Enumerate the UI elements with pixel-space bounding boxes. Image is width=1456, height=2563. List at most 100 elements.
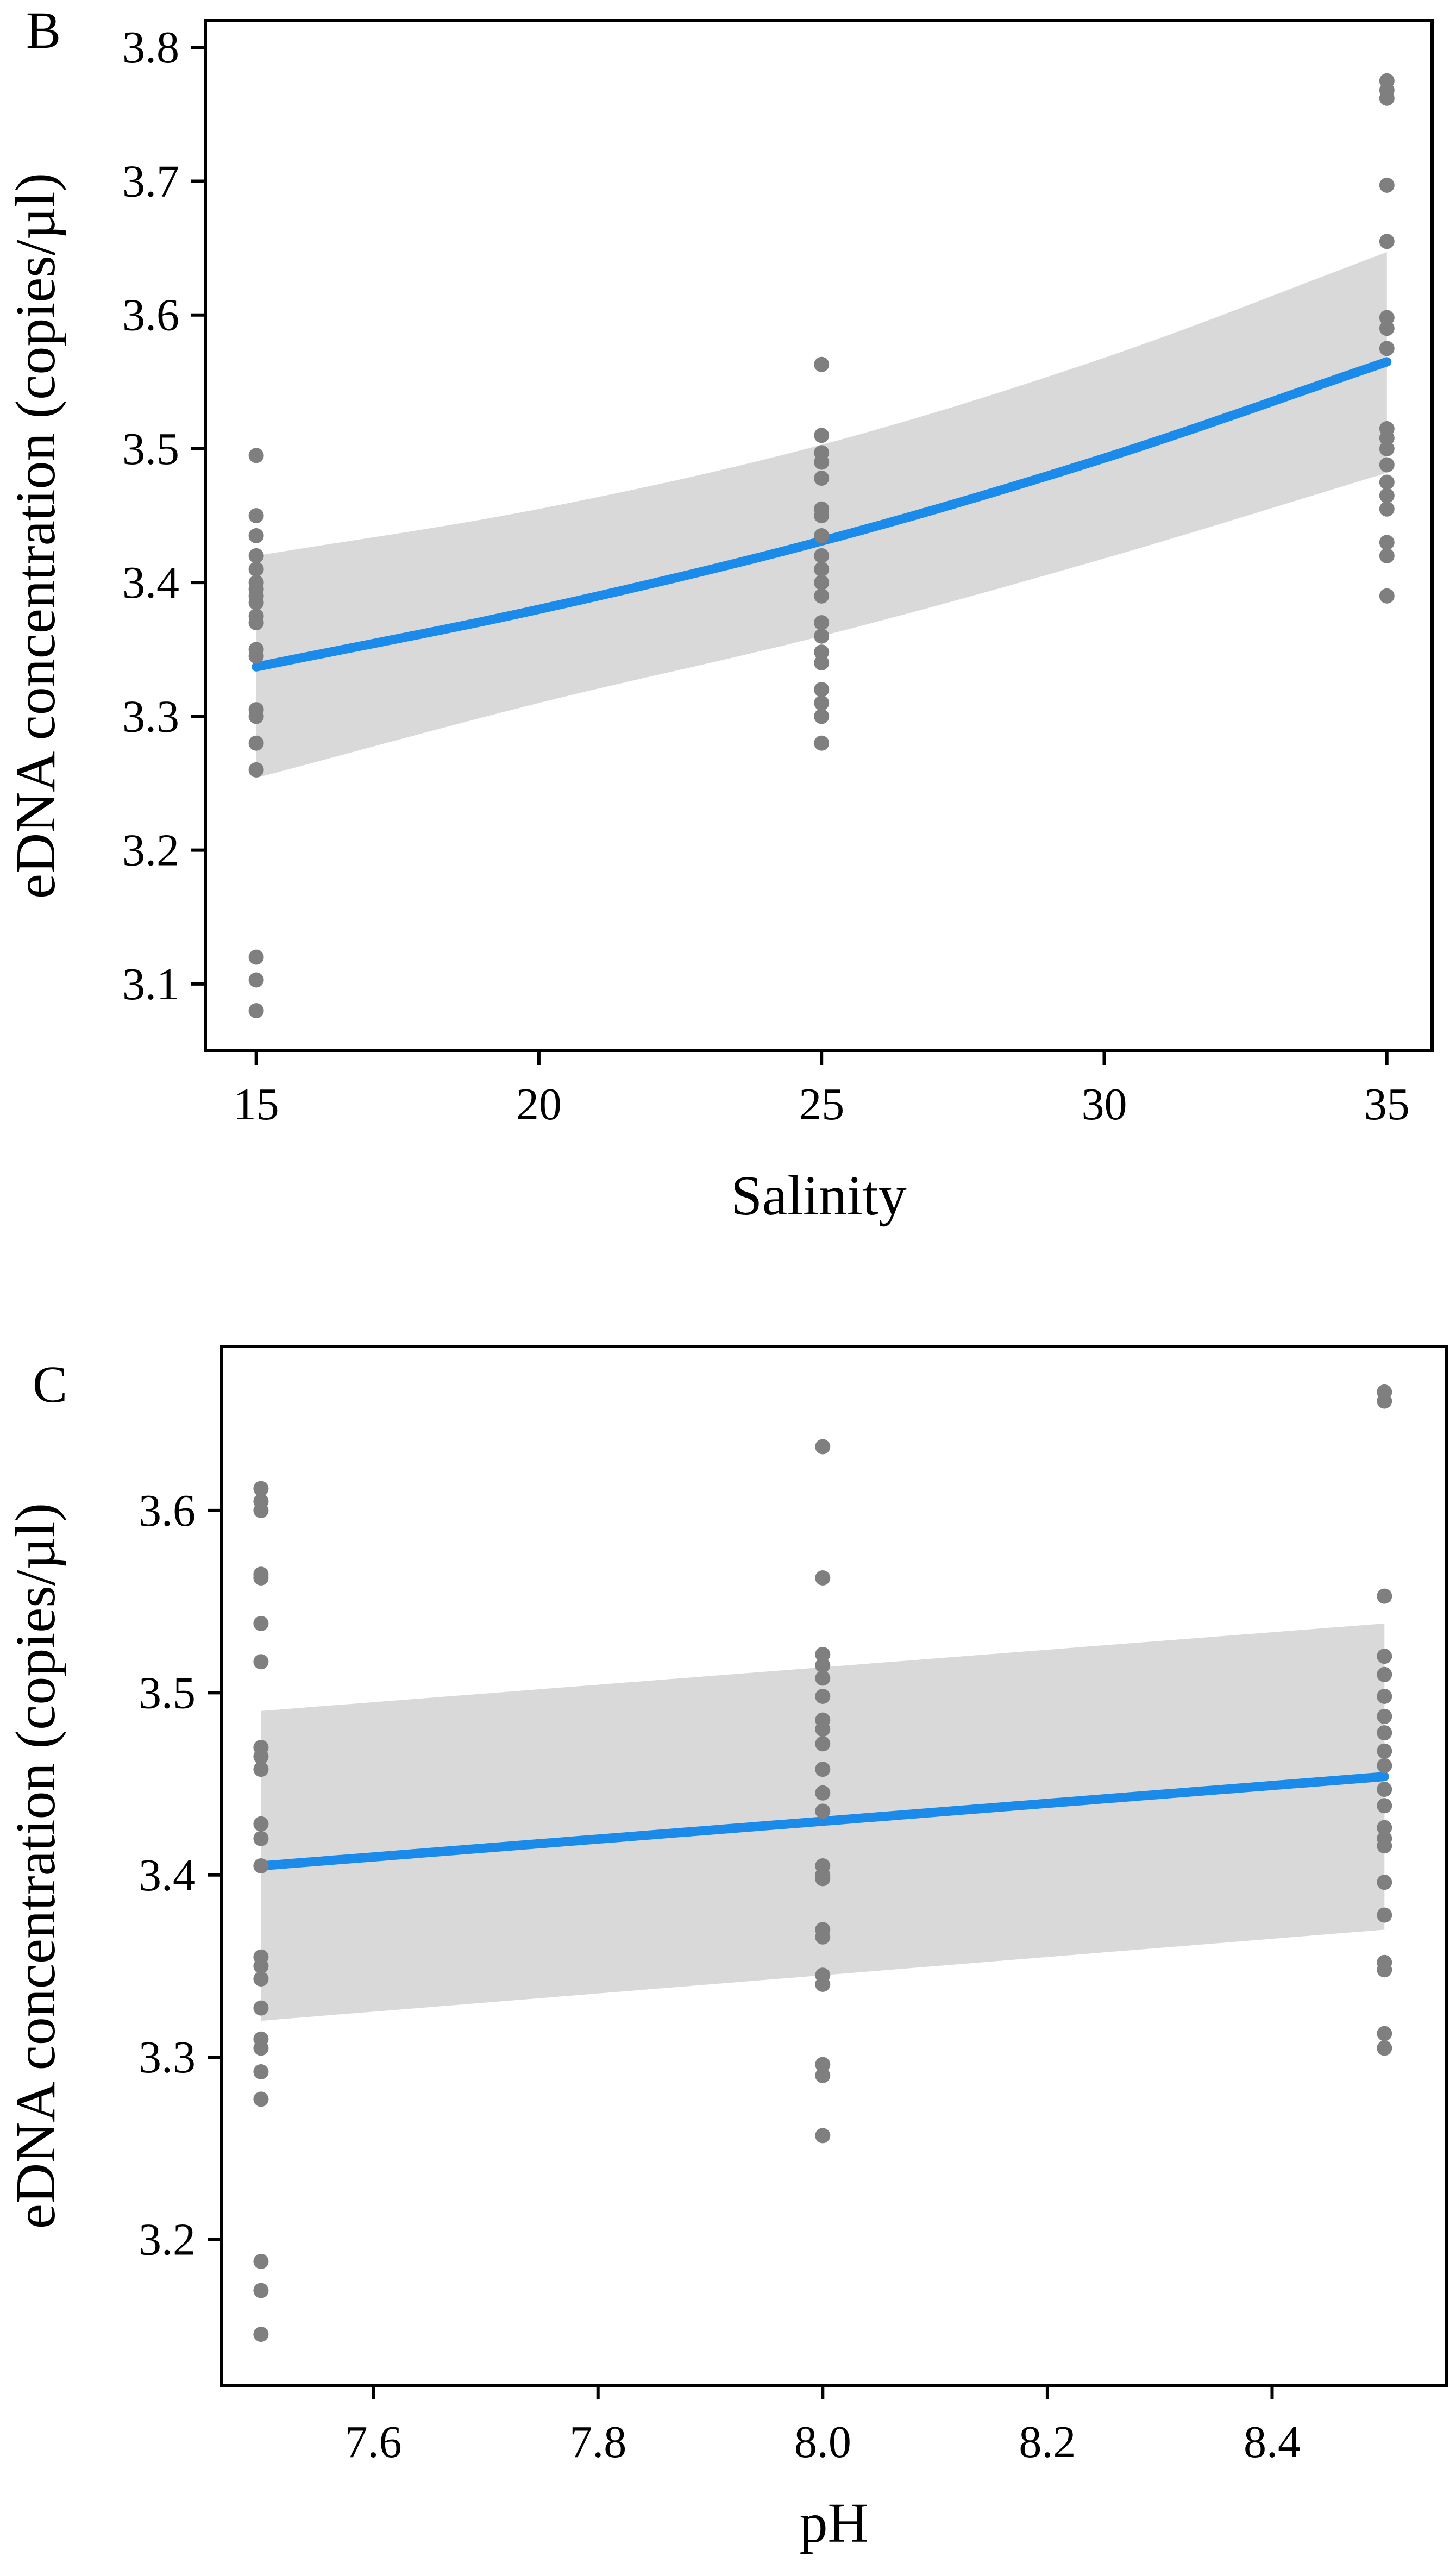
- data-point: [253, 1971, 269, 1987]
- data-point: [253, 1762, 269, 1777]
- data-point: [248, 548, 264, 563]
- data-point: [253, 1749, 269, 1764]
- data-point: [815, 1689, 831, 1704]
- data-point: [815, 1670, 831, 1686]
- data-point: [814, 471, 830, 486]
- data-point: [1379, 548, 1395, 563]
- data-point: [1379, 457, 1395, 473]
- data-point: [253, 2064, 269, 2079]
- data-point: [248, 615, 264, 631]
- data-point: [814, 508, 830, 524]
- data-point: [1379, 177, 1395, 193]
- data-point: [815, 1721, 831, 1737]
- chart-panel-b: B 15 20 25 30 35 3.1 3.2 3.3 3.4 3.5 3.6 3.7 3.8 Sa…: [4, 1, 1434, 1227]
- data-point: [815, 1762, 831, 1777]
- x-tick-label: 7.8: [569, 2417, 626, 2467]
- data-point: [248, 735, 264, 751]
- data-point: [1377, 2040, 1392, 2056]
- data-point: [815, 1871, 831, 1887]
- data-point: [815, 1977, 831, 1992]
- data-point: [1379, 310, 1395, 325]
- data-point: [253, 1816, 269, 1832]
- y-tick-label: 3.4: [122, 557, 179, 608]
- y-tick-label: 3.5: [139, 1668, 196, 1718]
- plot-frame: [220, 1345, 1448, 2387]
- data-point: [1377, 1588, 1392, 1604]
- y-tick-label: 3.5: [122, 424, 179, 474]
- data-point: [248, 709, 264, 724]
- y-tick-label: 3.4: [139, 1850, 196, 1901]
- y-tick-label: 3.3: [122, 691, 179, 742]
- data-point: [815, 1439, 831, 1455]
- data-point: [1377, 1875, 1392, 1890]
- data-point: [253, 2040, 269, 2056]
- data-point: [253, 1502, 269, 1518]
- data-point: [814, 615, 830, 631]
- data-point: [248, 648, 264, 664]
- data-point: [814, 356, 830, 372]
- data-point: [248, 528, 264, 543]
- data-point: [1377, 1666, 1392, 1682]
- data-point: [814, 655, 830, 670]
- y-tick-label: 3.7: [122, 156, 179, 206]
- x-axis-title: pH: [799, 2492, 868, 2554]
- data-point: [814, 575, 830, 591]
- data-point: [1377, 1838, 1392, 1854]
- data-point: [814, 561, 830, 577]
- data-point: [1379, 90, 1395, 106]
- y-tick-label: 3.6: [122, 290, 179, 341]
- data-point: [248, 762, 264, 778]
- data-point: [1377, 1798, 1392, 1814]
- y-axis-title: eDNA concentration (copies/µl): [4, 1503, 67, 2229]
- data-point: [814, 628, 830, 644]
- data-point: [1379, 501, 1395, 517]
- data-point: [253, 1858, 269, 1873]
- y-tick-label: 3.8: [122, 22, 179, 73]
- panel-label: B: [26, 1, 61, 59]
- data-point: [1377, 1758, 1392, 1774]
- panel-label: C: [33, 1355, 67, 1413]
- y-axis-title: eDNA concentration (copies/µl): [4, 173, 67, 899]
- x-tick-label: 7.6: [345, 2417, 402, 2467]
- data-point: [253, 2327, 269, 2342]
- data-point: [814, 709, 830, 724]
- data-point: [253, 1615, 269, 1631]
- data-point: [248, 949, 264, 965]
- x-tick-label: 30: [1081, 1079, 1127, 1130]
- data-point: [1379, 441, 1395, 456]
- y-tick-label: 3.3: [139, 2032, 196, 2083]
- plot-frame: [204, 19, 1434, 1052]
- data-point: [1379, 321, 1395, 336]
- data-point: [1377, 1393, 1392, 1409]
- x-axis-title: Salinity: [731, 1164, 907, 1227]
- data-point: [815, 2067, 831, 2083]
- data-point: [1379, 430, 1395, 446]
- data-point: [1379, 488, 1395, 504]
- y-tick-label: 3.1: [122, 959, 179, 1010]
- data-point: [1379, 535, 1395, 550]
- y-tick-label: 3.6: [139, 1486, 196, 1536]
- data-point: [814, 644, 830, 660]
- chart-panel-c: C 7.6 7.8 8.0 8.2 8.4 3.2 3.3 3.4 3.5 3.6 pH eDN…: [4, 1345, 1448, 2554]
- data-point: [253, 2253, 269, 2269]
- data-point: [253, 1481, 269, 1496]
- data-point: [814, 682, 830, 698]
- data-point: [248, 1003, 264, 1019]
- fit-line: [256, 1772, 1389, 1871]
- data-point: [815, 1570, 831, 1586]
- data-point: [1379, 474, 1395, 490]
- data-point: [1377, 1725, 1392, 1741]
- data-point: [815, 1785, 831, 1801]
- data-point: [253, 1654, 269, 1670]
- data-point: [248, 448, 264, 463]
- data-point: [814, 695, 830, 711]
- x-tick-label: 25: [799, 1079, 844, 1130]
- x-tick-label: 8.2: [1019, 2417, 1076, 2467]
- data-point: [1377, 1708, 1392, 1724]
- data-point: [815, 1803, 831, 1819]
- data-point: [253, 1570, 269, 1586]
- data-point: [815, 2057, 831, 2072]
- data-point: [815, 1658, 831, 1673]
- data-point: [248, 972, 264, 988]
